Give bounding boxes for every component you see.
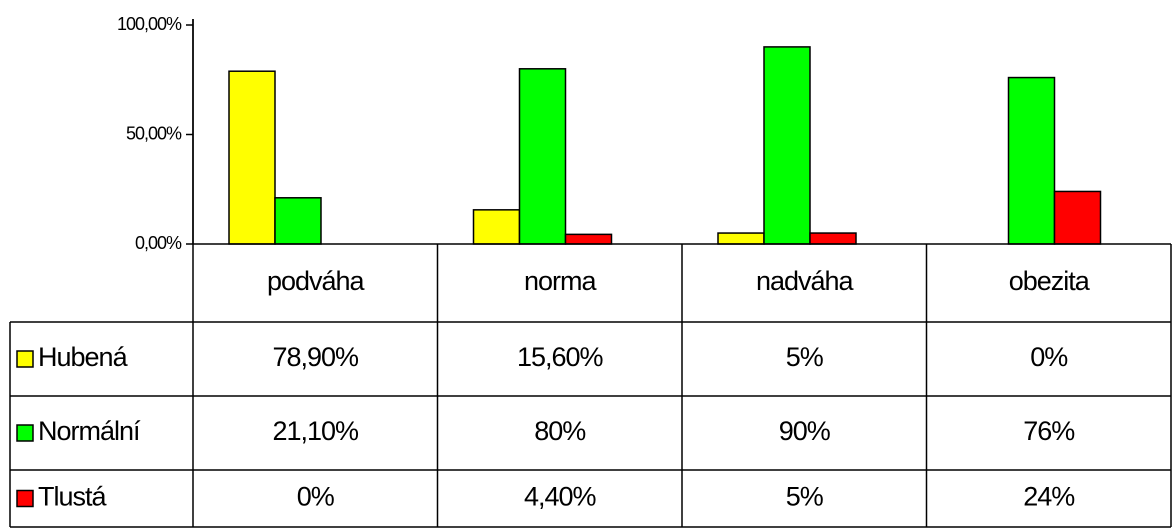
table-value: 90%: [779, 416, 831, 446]
legend-key: [16, 350, 34, 368]
bar: [472, 209, 521, 245]
legend-label: Tlustá: [38, 482, 108, 512]
x-tick-label: nadváha: [756, 266, 855, 296]
table-value: 5%: [786, 342, 824, 372]
legend-key: [16, 489, 34, 508]
bar: [717, 232, 765, 245]
bar: [564, 233, 613, 245]
legend-label: Hubená: [38, 342, 129, 372]
legend-key: [16, 424, 34, 442]
x-tick-label: podváha: [267, 266, 366, 296]
table-value: 15,60%: [517, 342, 604, 372]
table-value: 5%: [786, 482, 824, 512]
bar: [763, 46, 811, 245]
x-tick-label: obezita: [1009, 266, 1091, 296]
bar: [274, 197, 322, 245]
bar: [228, 70, 276, 245]
table-value: 0%: [297, 482, 335, 512]
bar: [1007, 76, 1056, 245]
bar: [518, 68, 567, 245]
table-value: 0%: [1030, 342, 1068, 372]
bar: [809, 232, 857, 245]
x-tick-label: norma: [524, 266, 598, 296]
table-value: 4,40%: [524, 482, 597, 512]
legend-label: Normální: [38, 416, 141, 446]
table-value: 80%: [534, 416, 586, 446]
bar: [1053, 190, 1102, 245]
table-value: 24%: [1023, 482, 1075, 512]
table-value: 78,90%: [272, 342, 359, 372]
table-value: 76%: [1023, 416, 1075, 446]
y-tick-label: 0,00%: [135, 233, 182, 253]
y-tick-label: 50,00%: [126, 123, 182, 143]
y-tick-label: 100,00%: [117, 14, 182, 34]
table-value: 21,10%: [272, 416, 359, 446]
